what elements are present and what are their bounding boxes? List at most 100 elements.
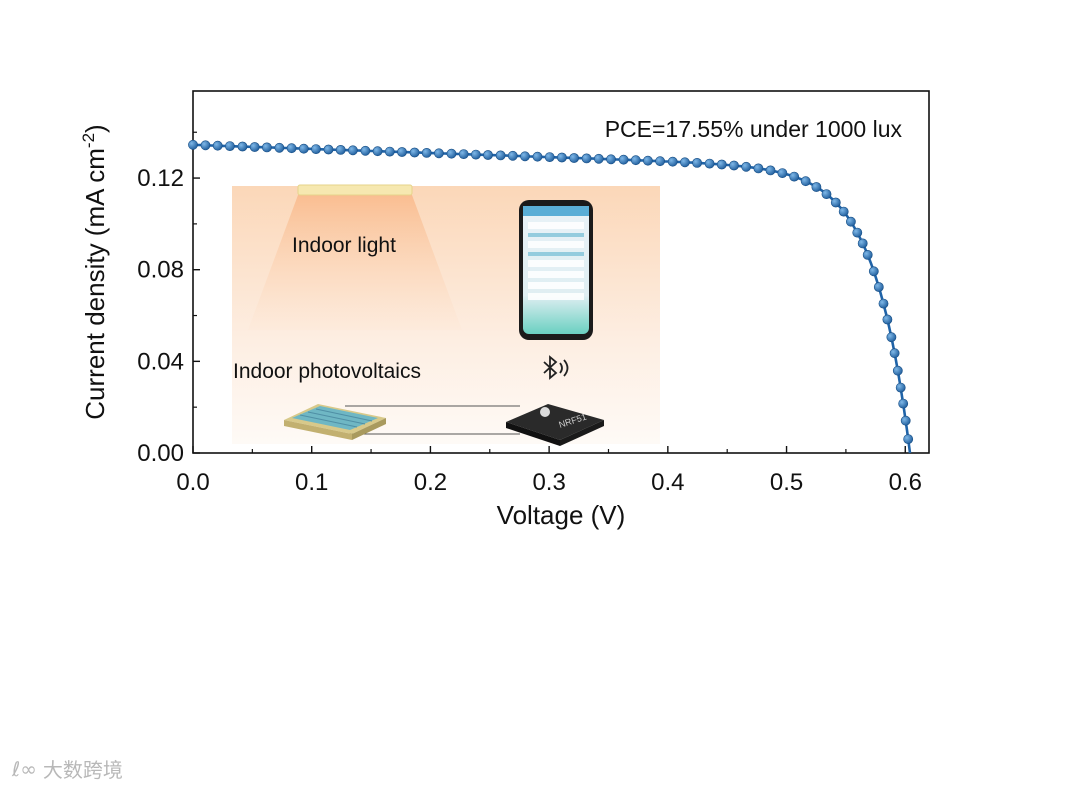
indoor-light-label: Indoor light [292, 234, 396, 257]
data-point [655, 156, 665, 167]
data-point [335, 144, 346, 155]
watermark-logo-icon: ℓ∞ [12, 756, 37, 781]
data-point [873, 282, 884, 292]
data-point [729, 160, 739, 171]
data-point [286, 143, 297, 154]
axes: 0.0 0.1 0.2 0.3 0.4 0.5 0.6 0.00 0.04 0.08 0.12 [137, 131, 922, 496]
chip-icon: NRF51 [506, 404, 604, 446]
data-point [898, 398, 909, 409]
solar-cell-icon [284, 404, 386, 440]
data-point [520, 151, 530, 162]
x-tick-label: 0.2 [414, 469, 447, 496]
x-axis-title: Voltage (V) [497, 500, 626, 530]
watermark: ℓ∞ 大数跨境 [12, 754, 123, 783]
data-point [409, 147, 420, 158]
data-point [544, 152, 555, 162]
data-point [789, 171, 800, 182]
data-point [704, 158, 715, 169]
data-point [507, 150, 518, 161]
data-point [889, 348, 900, 359]
data-point [188, 139, 198, 150]
indoor-photovoltaics-label: Indoor photovoltaics [233, 360, 421, 383]
data-point [397, 147, 407, 157]
data-point [630, 155, 641, 166]
data-point [458, 149, 469, 159]
data-point [384, 146, 395, 157]
data-point [347, 145, 358, 156]
data-point [311, 144, 321, 154]
data-point [692, 157, 702, 168]
data-point [532, 151, 543, 162]
data-point [800, 176, 811, 187]
pce-annotation: PCE=17.55% under 1000 lux [605, 116, 903, 142]
data-point [606, 154, 616, 165]
data-point [212, 140, 223, 151]
data-point [323, 144, 334, 155]
data-point [483, 150, 493, 160]
x-tick-label: 0.3 [532, 469, 565, 496]
data-point [446, 148, 457, 159]
y-tick-label: 0.08 [137, 257, 184, 284]
watermark-text: 大数跨境 [42, 758, 123, 782]
data-point [593, 153, 604, 164]
data-point [857, 238, 868, 249]
data-point [569, 153, 579, 163]
data-point [895, 382, 906, 393]
y-tick-label: 0.00 [137, 440, 184, 467]
data-point [900, 415, 911, 426]
data-point [274, 142, 285, 153]
x-tick-label: 0.6 [889, 469, 922, 496]
data-point [360, 145, 371, 156]
x-tick-label: 0.4 [651, 469, 684, 496]
data-point [892, 365, 903, 376]
data-point [716, 159, 727, 170]
data-point [581, 153, 592, 164]
x-tick-label: 0.0 [176, 469, 209, 496]
data-point [470, 149, 481, 160]
data-point [846, 216, 856, 227]
data-point [811, 182, 822, 192]
light-beam [248, 195, 462, 330]
data-point [237, 141, 248, 152]
data-point [421, 147, 432, 158]
data-point [618, 154, 629, 165]
bluetooth-icon [543, 355, 569, 380]
data-point [868, 266, 879, 277]
smartphone-icon [519, 200, 593, 340]
data-point [298, 143, 309, 154]
inset-illustration: Indoor light Indoor photovoltaics [232, 184, 660, 446]
data-point [903, 434, 914, 444]
data-point [821, 189, 832, 199]
data-point [433, 148, 444, 159]
data-point [830, 197, 841, 208]
data-point [557, 152, 567, 163]
data-point [643, 155, 653, 166]
data-point [680, 157, 690, 168]
data-point [862, 249, 873, 260]
lamp-icon [297, 184, 413, 196]
data-point [777, 168, 788, 178]
data-point [200, 140, 211, 151]
data-point [753, 163, 764, 174]
data-point [882, 314, 893, 325]
data-point [886, 332, 897, 343]
data-point [224, 141, 235, 151]
data-point [741, 161, 752, 172]
y-axis-title: Current density (mA cm-2) [79, 124, 110, 419]
iv-curve [188, 139, 914, 454]
y-tick-label: 0.12 [137, 165, 184, 192]
x-tick-label: 0.5 [770, 469, 803, 496]
data-point [765, 165, 776, 176]
data-point [372, 146, 383, 157]
data-point [878, 298, 889, 309]
data-point [261, 142, 272, 153]
y-tick-label: 0.04 [137, 348, 184, 375]
data-point [667, 156, 678, 167]
plot-frame [192, 90, 930, 454]
data-point [495, 150, 506, 161]
data-point [838, 206, 849, 217]
x-tick-label: 0.1 [295, 469, 328, 496]
data-point [852, 227, 863, 238]
data-point [249, 142, 260, 152]
